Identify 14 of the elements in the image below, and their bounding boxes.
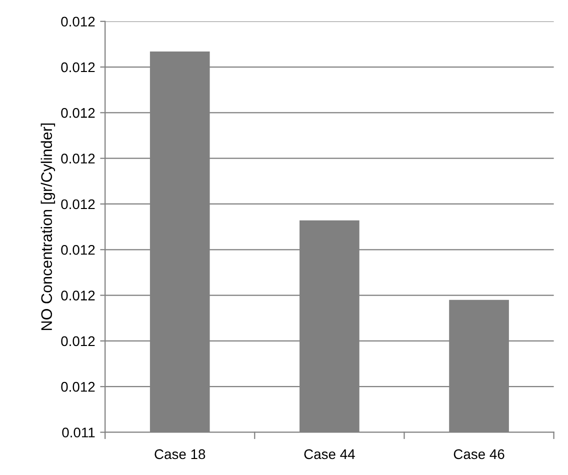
- y-tick-label: 0.012: [61, 199, 95, 210]
- x-tick-label: Case 18: [154, 449, 206, 460]
- y-tick-label: 0.012: [61, 290, 95, 300]
- y-tick-label: 0.012: [61, 62, 95, 72]
- y-tick-label: 0.012: [61, 108, 95, 118]
- y-tick-label: 0.012: [61, 154, 95, 164]
- y-tick-label: 0.012: [61, 16, 95, 27]
- x-tick-label: Case 44: [304, 449, 355, 460]
- x-tick-label: Case 46: [454, 449, 504, 460]
- y-tick-label: 0.012: [61, 336, 95, 346]
- y-tick-label: 0.011: [62, 428, 95, 438]
- y-axis-title: NO Concentration [gr/Cylinder]: [40, 123, 56, 330]
- y-tick-label: 0.012: [61, 382, 95, 392]
- y-tick-label: 0.012: [61, 244, 95, 255]
